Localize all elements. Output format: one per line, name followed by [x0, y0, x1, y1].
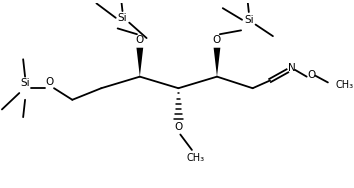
Text: O: O [174, 122, 183, 132]
Text: Si: Si [118, 13, 127, 23]
Text: O: O [213, 35, 221, 45]
Text: Si: Si [244, 15, 253, 25]
Polygon shape [213, 48, 220, 77]
Text: O: O [307, 70, 316, 80]
Text: O: O [136, 35, 144, 45]
Text: N: N [288, 63, 296, 73]
Text: O: O [45, 77, 53, 87]
Text: CH₃: CH₃ [187, 153, 205, 163]
Text: CH₃: CH₃ [336, 80, 354, 90]
Polygon shape [136, 48, 143, 77]
Text: Si: Si [20, 78, 30, 88]
